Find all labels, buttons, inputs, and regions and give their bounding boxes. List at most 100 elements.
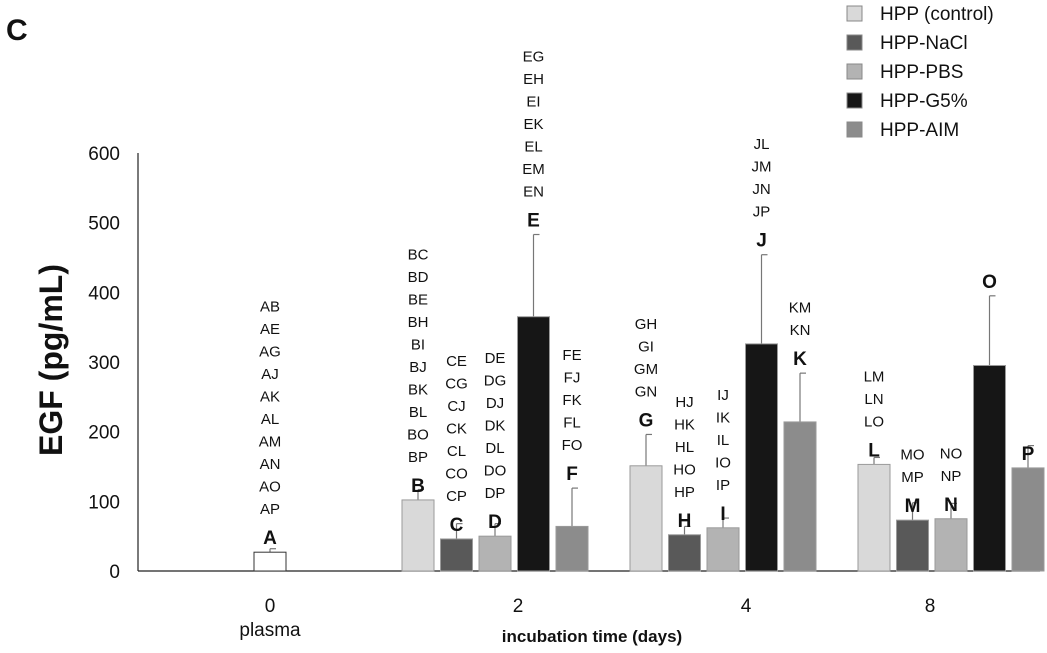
bar-K	[783, 421, 817, 572]
significance-annotation: AK	[260, 389, 280, 406]
bar-letter-label: C	[450, 515, 464, 536]
significance-annotation: IJ	[717, 387, 729, 404]
legend-label: HPP-PBS	[880, 62, 963, 83]
significance-annotation: AN	[260, 456, 281, 473]
bar-letter-label: E	[527, 211, 540, 232]
significance-annotation: CP	[446, 488, 467, 505]
significance-annotation: CK	[446, 420, 467, 437]
legend-swatch	[846, 5, 863, 22]
bar-D	[478, 535, 512, 572]
significance-annotation: EI	[526, 94, 540, 111]
bar-letter-label: H	[678, 511, 692, 532]
bar-letter-label: D	[488, 512, 502, 533]
bar-group-2: 2 B BC BD BE BH BI BJ BK BL BO BP C CE CG CJ CK CL CO CP D DE…	[401, 49, 589, 617]
significance-annotation: EL	[524, 139, 542, 156]
legend-label: HPP-AIM	[880, 120, 959, 141]
bar-letter-label: A	[263, 528, 277, 549]
bar-letter-label: F	[566, 464, 578, 485]
panel-label: C	[6, 14, 28, 47]
significance-annotation: HP	[674, 484, 695, 501]
significance-annotation: LM	[864, 368, 885, 385]
legend-swatch	[846, 63, 863, 80]
legend-label: HPP (control)	[880, 4, 994, 25]
significance-annotation: AE	[260, 321, 280, 338]
bar-group-8: 8 L LM LN LO M MO MP N NO NP O P	[857, 272, 1045, 617]
bar-G	[629, 465, 663, 572]
significance-annotation: NP	[941, 468, 962, 485]
significance-annotation: DO	[484, 463, 507, 480]
significance-annotation: BD	[408, 269, 429, 286]
significance-annotation: HJ	[675, 394, 693, 411]
bar-A	[253, 551, 287, 572]
bar-L	[857, 463, 891, 572]
significance-annotation: LO	[864, 413, 884, 430]
significance-annotation: CE	[446, 353, 467, 370]
legend-label: HPP-NaCl	[880, 33, 968, 54]
significance-annotation: GN	[635, 383, 658, 400]
significance-annotation: IL	[717, 432, 730, 449]
bar-letter-label: J	[756, 231, 767, 252]
significance-annotation: BK	[408, 381, 428, 398]
significance-annotation: HO	[673, 461, 696, 478]
bar-letter-label: L	[868, 440, 880, 461]
bar-F	[555, 525, 589, 572]
significance-annotation: AJ	[261, 366, 279, 383]
y-tick-label: 0	[109, 562, 120, 583]
significance-annotation: FK	[562, 392, 581, 409]
bar-P	[1011, 467, 1045, 572]
significance-annotation: GH	[635, 316, 658, 333]
significance-annotation: DJ	[486, 395, 504, 412]
significance-annotation: AO	[259, 479, 281, 496]
significance-annotation: CG	[445, 375, 468, 392]
y-axis-label: EGF (pg/mL)	[33, 264, 69, 456]
significance-annotation: GI	[638, 338, 654, 355]
bar-group-4: 4 G GH GI GM GN H HJ HK HL HO HP I IJ IK IL IO IP J JL JM JN J…	[629, 136, 817, 617]
significance-annotation: DL	[485, 440, 504, 457]
legend-swatch	[846, 121, 863, 138]
significance-annotation: EM	[522, 161, 545, 178]
y-tick-label: 200	[88, 423, 120, 444]
significance-annotation: BP	[408, 449, 428, 466]
significance-annotation: EN	[523, 184, 544, 201]
significance-annotation: JM	[752, 159, 772, 176]
significance-annotation: HK	[674, 416, 695, 433]
bar-letter-label: M	[905, 496, 921, 517]
x-tick-label: 8	[925, 596, 936, 617]
significance-annotation: EK	[523, 116, 543, 133]
significance-annotation: BE	[408, 291, 428, 308]
bar-letter-label: G	[639, 410, 654, 431]
bar-O	[973, 364, 1006, 572]
significance-annotation: HL	[675, 439, 694, 456]
axes: 0 100 200 300 400 500 600	[88, 144, 1040, 583]
bar-letter-label: O	[982, 272, 997, 293]
significance-annotation: AP	[260, 501, 280, 518]
significance-annotation: MO	[900, 447, 924, 464]
bar-letter-label: K	[793, 349, 807, 370]
y-tick-label: 600	[88, 144, 120, 165]
significance-annotation: FJ	[564, 370, 581, 387]
x-tick-label: 2	[513, 596, 524, 617]
significance-annotation: AM	[259, 434, 282, 451]
bar-N	[934, 518, 968, 572]
bar-letter-label: B	[411, 476, 425, 497]
bar-H	[668, 534, 701, 572]
significance-annotation: DG	[484, 373, 507, 390]
bar-group-0: 0 plasma A AB AE AG AJ AK AL AM AN AO AP	[239, 299, 301, 641]
significance-annotation: CJ	[447, 398, 465, 415]
bar-C	[440, 538, 473, 572]
significance-annotation: AG	[259, 344, 281, 361]
significance-annotation: MP	[901, 469, 924, 486]
significance-annotation: LN	[864, 391, 883, 408]
x-tick-sublabel: plasma	[239, 620, 301, 641]
legend-label: HPP-G5%	[880, 91, 968, 112]
legend: HPP (control) HPP-NaCl HPP-PBS HPP-G5% HPP-A…	[846, 4, 994, 141]
significance-annotation: CO	[445, 465, 468, 482]
significance-annotation: JP	[753, 204, 771, 221]
significance-annotation: FL	[563, 415, 581, 432]
significance-annotation: FE	[562, 347, 581, 364]
x-axis-label: incubation time (days)	[502, 627, 682, 646]
y-tick-label: 100	[88, 492, 120, 513]
y-tick-label: 300	[88, 353, 120, 374]
significance-annotation: IK	[716, 409, 730, 426]
